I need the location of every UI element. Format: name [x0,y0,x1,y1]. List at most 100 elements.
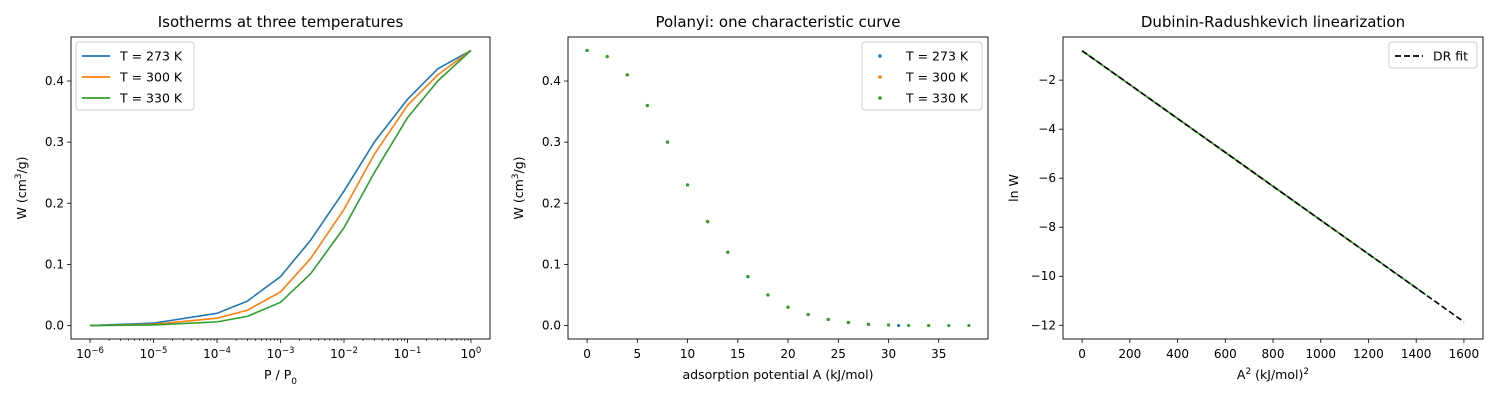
x-axis-label: P / P0 [264,367,297,387]
x-tick-label: 30 [881,347,896,361]
legend-marker [878,75,882,79]
legend-label: T = 273 K [905,49,969,64]
series-line [90,49,472,327]
tick-base: 10 [203,347,218,361]
label-base: ln W [1006,174,1021,202]
data-point [907,323,911,328]
label-rest: /g) [14,156,29,173]
series-line [1081,50,1465,323]
series-line [90,49,472,327]
y-tick-label: 0.0 [45,319,64,333]
y-tick-label: 0.1 [542,257,561,271]
tick-exponent: −4 [218,346,231,356]
label-base: W (cm [14,179,29,219]
chart-title: Dubinin-Radushkevich linearization [1141,13,1405,31]
data-point [886,323,891,327]
x-tick-label: 0 [1078,347,1086,361]
panel-isotherms: 10−6 10−5 10−4 10−3 10−2 10−1 1000.00.10.20.30… [14,13,491,387]
label-superscript: 2 [1245,367,1251,377]
y-tick-label: −12 [1031,318,1056,332]
data-point [685,183,690,187]
panel-polanyi: 0 5 10 15 20 25 30 35 0.0 0.1 0.2 0.3 0.4 Polanyi: on… [511,13,989,382]
y-axis-label: W (cm3/g) [511,156,526,219]
x-tick-label: 100 [461,346,482,361]
x-tick-label: 20 [780,347,795,361]
label-rest: /g) [511,156,526,173]
tick-exponent: −1 [409,346,422,356]
tick-base: 10 [330,347,345,361]
label-base: W (cm [511,179,526,219]
y-tick-label: 0.0 [542,319,561,333]
x-tick-label: 10−1 [394,346,422,361]
tick-exponent: −3 [282,346,295,356]
data-point [625,73,629,77]
y-tick-label: −2 [1038,73,1056,87]
y-axis-label: W (cm3/g) [14,156,29,219]
tick-exponent: 0 [476,346,481,356]
y-tick-label: −4 [1038,122,1056,136]
x-axis-label: A2 (kJ/mol)2 [1237,367,1309,382]
y-tick-label: 0.1 [45,257,64,271]
data-point [846,320,850,325]
label-base: P / P [264,367,292,382]
plot-area [90,49,472,327]
y-tick-label: 0.2 [45,196,64,210]
legend-label: DR fit [1433,49,1468,64]
y-tick-label: 0.3 [542,135,561,149]
data-point [645,103,649,108]
tick-exponent: −6 [91,346,104,356]
label-superscript: 3 [14,174,24,180]
label-base: adsorption potential A (kJ/mol) [682,367,873,382]
legend: T = 273 K T = 300 K T = 330 K [75,41,195,111]
tick-base: 10 [394,347,409,361]
legend-label: T = 330 K [905,91,969,106]
data-point [605,54,609,59]
data-point [947,323,951,328]
legend-marker [878,54,882,58]
x-tick-label: 0 [583,347,591,361]
x-axis-label: adsorption potential A (kJ/mol) [682,367,873,382]
label-rest: (kJ/mol) [1251,367,1303,382]
label-superscript: 3 [511,174,521,180]
x-tick-label: 15 [730,347,745,361]
x-tick-label: 1200 [1353,347,1384,361]
y-tick-label: −8 [1038,220,1056,234]
chart-title: Polanyi: one characteristic curve [655,13,900,31]
x-tick-label: 600 [1214,347,1237,361]
legend-marker [878,96,882,100]
data-point [585,48,589,53]
x-tick-label: 25 [831,347,846,361]
label-subscript: 0 [291,377,297,387]
label-base: A [1237,367,1246,382]
x-tick-label: 10−5 [140,346,168,361]
tick-exponent: −5 [155,346,168,356]
legend-label: T = 300 K [905,70,969,85]
x-tick-label: 10−6 [76,346,104,361]
tick-base: 10 [461,347,476,361]
y-axis-label: ln W [1006,174,1021,202]
data-point [806,312,810,317]
y-tick-label: 0.4 [45,74,64,88]
x-tick-label: 10−3 [267,346,295,361]
chart-title: Isotherms at three temperatures [158,13,404,31]
axes-frame [567,36,989,340]
x-tick-label: 10−2 [330,346,358,361]
y-tick-label: −10 [1031,269,1056,283]
x-tick-label: 1600 [1449,347,1480,361]
legend: T = 273 K T = 300 K T = 330 K [861,41,983,111]
legend-label: T = 273 K [119,49,183,64]
tick-base: 10 [267,347,282,361]
data-point [766,293,770,297]
data-point [786,305,790,309]
data-point [866,322,871,326]
data-point [927,323,931,328]
tick-base: 10 [140,347,155,361]
x-tick-label: 1400 [1401,347,1432,361]
x-tick-label: 1000 [1305,347,1336,361]
tick-base: 10 [76,347,91,361]
tick-exponent: −2 [345,346,358,356]
legend-frame [75,41,195,111]
x-tick-label: 10−4 [203,346,231,361]
